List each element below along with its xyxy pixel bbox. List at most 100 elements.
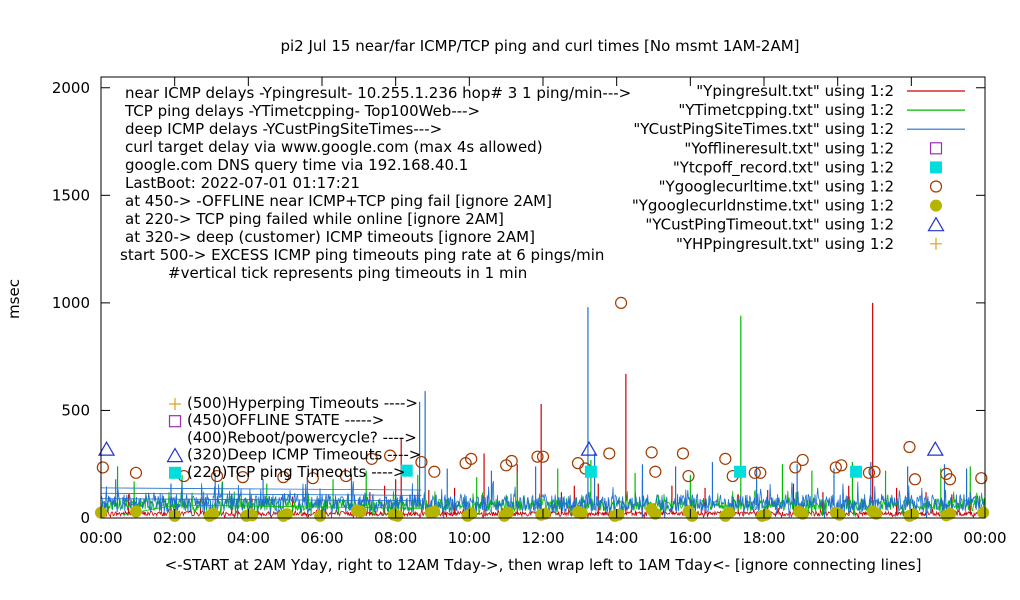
deep_timeout-point-2 — [926, 440, 944, 456]
legend: "Ypingresult.txt" using 1:2"YTimetcpping… — [632, 82, 965, 253]
inner-legend-marker-1 — [168, 415, 182, 428]
curl-point-0 — [96, 461, 109, 474]
x-tick-label-10: 20:00 — [816, 529, 859, 547]
note-line-2: deep ICMP delays -YCustPingSiteTimes---> — [125, 120, 442, 138]
curl-point-39 — [943, 473, 957, 486]
dns-point-9 — [314, 509, 327, 522]
curl-point-16 — [531, 450, 544, 463]
legend-swatch-8 — [930, 237, 942, 250]
curl-point-35 — [868, 465, 881, 478]
legend-label-7: "YCustPingTimeout.txt" using 1:2 — [645, 216, 894, 234]
curl-point-1 — [129, 466, 143, 479]
legend-label-4: "Ytcpoff_record.txt" using 1:2 — [673, 158, 894, 177]
inner-legend-label-2: (400)Reboot/powercycle? ----> — [187, 428, 417, 446]
x-tick-label-0: 00:00 — [79, 529, 122, 547]
plot-area — [95, 296, 990, 522]
dns-point-17 — [465, 507, 478, 520]
x-tick-label-6: 12:00 — [521, 529, 564, 547]
curl-point-34 — [862, 466, 876, 479]
axes: 0 500 1000 1500 2000 00:00 02:00 04:00 06:00 08:0… — [52, 77, 1007, 547]
curl-point-33 — [835, 459, 848, 472]
legend-swatch-7 — [927, 216, 945, 232]
curl-point-26 — [719, 452, 732, 465]
series-line-deep_icmp — [100, 480, 986, 519]
x-tick-label-8: 16:00 — [669, 529, 712, 547]
dns-point-41 — [907, 508, 920, 521]
x-tick-label-2: 04:00 — [227, 529, 270, 547]
dns-point-25 — [612, 508, 625, 521]
curl-point-29 — [754, 466, 767, 479]
inner-legend-label-4: (220)TCP ping Timeouts ----> — [187, 463, 405, 481]
chart-title: pi2 Jul 15 near/far ICMP/TCP ping and cu… — [280, 37, 799, 55]
x-tick-label-3: 06:00 — [300, 529, 343, 547]
series-tcp_fail — [400, 464, 863, 478]
series-curl — [96, 296, 988, 486]
deep_timeout-point-1 — [580, 440, 598, 456]
dns-point-35 — [796, 507, 809, 520]
note-line-7: at 220-> TCP ping failed while online [i… — [125, 210, 504, 228]
curl-point-40 — [975, 472, 988, 485]
dns-point-13 — [391, 509, 404, 522]
curl-point-9 — [384, 449, 397, 462]
dns-point-11 — [354, 505, 367, 518]
curl-point-17 — [536, 450, 550, 463]
curl-point-30 — [789, 461, 802, 474]
note-line-9: start 500-> EXCESS ICMP ping timeouts pi… — [120, 246, 604, 264]
tcp_fail-point-1 — [584, 465, 597, 478]
dns-point-4 — [207, 507, 220, 520]
curl-point-18 — [571, 457, 585, 470]
curl-point-36 — [903, 440, 916, 454]
series-deep_timeout — [97, 440, 944, 456]
curl-point-24 — [676, 447, 690, 460]
x-axis-label: <-START at 2AM Yday, right to 12AM Tday-… — [165, 556, 922, 574]
curl-point-13 — [465, 452, 478, 465]
curl-point-20 — [603, 447, 616, 460]
legend-swatch-4 — [930, 161, 942, 174]
curl-point-23 — [649, 465, 662, 478]
timeout-legend: (500)Hyperping Timeouts ---->(450)OFFLIN… — [166, 394, 421, 481]
wrap-connector-lines — [100, 487, 422, 502]
legend-label-3: "Yofflineresult.txt" using 1:2 — [684, 139, 894, 157]
dns-point-29 — [686, 509, 699, 522]
curl-point-21 — [614, 296, 628, 309]
inner-legend-marker-3 — [166, 447, 184, 463]
y-tick-label-4: 2000 — [52, 79, 90, 97]
x-tick-label-7: 14:00 — [595, 529, 638, 547]
inner-legend-label-1: (450)OFFLINE STATE -----> — [187, 411, 384, 429]
deep_timeout-point-0 — [97, 440, 116, 456]
note-line-3: curl target delay via www.google.com (ma… — [125, 138, 543, 156]
legend-swatch-5 — [929, 180, 943, 193]
tcp_fail-point-0 — [400, 464, 413, 477]
dns-point-37 — [833, 508, 846, 521]
dns-point-6 — [246, 509, 259, 522]
curl-point-22 — [645, 446, 658, 459]
note-line-4: google.com DNS query time via 192.168.40… — [125, 156, 468, 174]
y-axis-label: msec — [5, 279, 23, 319]
dns-point-31 — [723, 506, 736, 519]
note-line-0: near ICMP delays -Ypingresult- 10.255.1.… — [125, 84, 631, 102]
curl-point-8 — [365, 452, 378, 465]
annotation-block: near ICMP delays -Ypingresult- 10.255.1.… — [120, 84, 631, 282]
curl-point-4 — [236, 471, 249, 484]
legend-label-8: "YHPpingresult.txt" using 1:2 — [676, 235, 894, 253]
y-tick-label-0: 0 — [80, 509, 90, 527]
dns-point-19 — [502, 506, 515, 519]
legend-swatch-3 — [929, 142, 943, 155]
inner-legend-marker-4 — [169, 466, 181, 479]
y-tick-label-3: 1500 — [52, 186, 90, 204]
x-tick-label-11: 22:00 — [890, 529, 933, 547]
curl-point-37 — [908, 473, 922, 486]
legend-label-6: "Ygooglecurldnstime.txt" using 1:2 — [632, 197, 894, 215]
curl-point-15 — [505, 454, 518, 468]
x-tick-label-1: 02:00 — [153, 529, 196, 547]
x-tick-label-5: 10:00 — [448, 529, 491, 547]
inner-legend-label-0: (500)Hyperping Timeouts ----> — [187, 394, 418, 412]
dns-point-44 — [977, 506, 990, 519]
dns-point-21 — [538, 507, 551, 520]
legend-swatch-6 — [930, 199, 942, 212]
x-tick-label-9: 18:00 — [742, 529, 785, 547]
inner-legend-label-3: (320)Deep ICMP Timeouts ----> — [187, 446, 421, 464]
inner-legend-marker-0 — [169, 398, 181, 410]
dns-point-27 — [649, 507, 662, 520]
